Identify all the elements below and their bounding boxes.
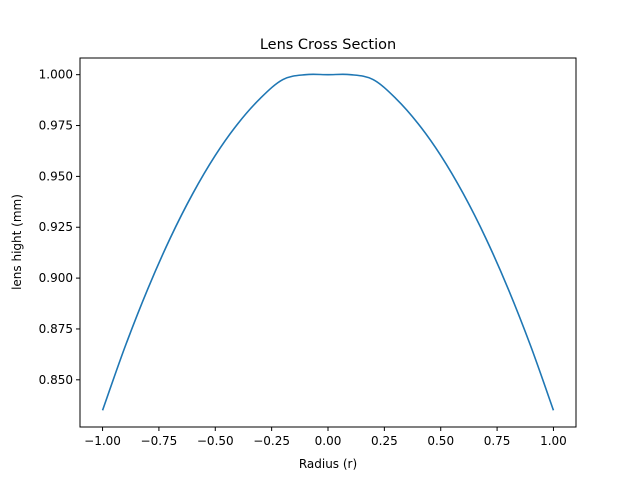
plot-content [101,73,555,411]
x-tick-label: −1.00 [84,434,121,448]
y-tick-label: 0.975 [39,119,73,133]
x-axis-label: Radius (r) [299,457,357,471]
x-tick-label: −0.25 [253,434,290,448]
x-tick-label: 0.50 [427,434,454,448]
y-tick-label: 0.850 [39,373,73,387]
x-tick-label: 0.25 [371,434,398,448]
y-tick-label: 0.875 [39,322,73,336]
y-axis-label: lens hight (mm) [10,194,24,290]
x-tick-label: 0.00 [315,434,342,448]
x-tick-label: −0.50 [197,434,234,448]
y-tick-label: 0.900 [39,271,73,285]
x-axis: −1.00 −0.75 −0.50 −0.25 0.00 0.25 0.50 0.75 1.00 [84,427,567,448]
y-axis: 0.850 0.875 0.900 0.925 0.950 0.975 1.000 [39,68,80,387]
y-tick-label: 0.950 [39,169,73,183]
x-tick-label: 0.75 [484,434,511,448]
x-tick-label: −0.75 [141,434,178,448]
series-line-0 [101,73,555,411]
chart-title: Lens Cross Section [260,37,396,53]
y-tick-label: 1.000 [39,68,73,82]
y-tick-label: 0.925 [39,220,73,234]
x-tick-label: 1.00 [540,434,567,448]
